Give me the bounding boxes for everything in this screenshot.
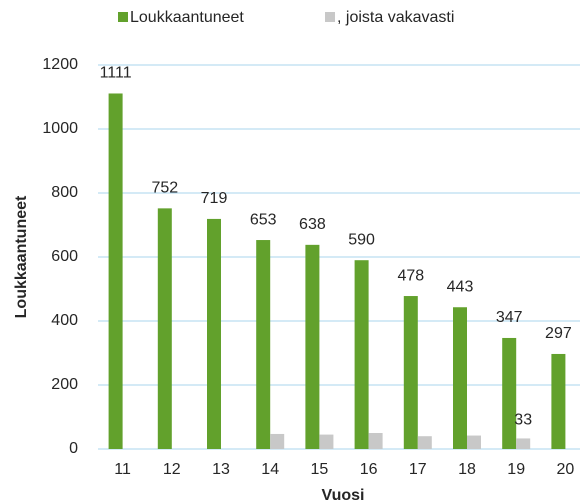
data-label: 443 bbox=[447, 278, 474, 295]
data-label: 752 bbox=[151, 180, 178, 197]
x-tick-label: 11 bbox=[114, 461, 131, 478]
bar bbox=[467, 435, 481, 449]
bar bbox=[368, 433, 383, 449]
bar bbox=[157, 208, 172, 449]
data-label: 638 bbox=[299, 216, 326, 233]
bar bbox=[207, 218, 221, 449]
bar bbox=[270, 433, 285, 449]
data-label: 297 bbox=[545, 325, 572, 342]
x-tick-label: 17 bbox=[409, 461, 427, 478]
data-label: 478 bbox=[397, 267, 424, 284]
bar bbox=[319, 434, 334, 449]
bar bbox=[354, 260, 369, 449]
x-tick-label: 15 bbox=[311, 461, 329, 478]
bar bbox=[516, 438, 531, 449]
x-tick-label: 18 bbox=[458, 461, 476, 478]
data-label: 653 bbox=[250, 211, 277, 228]
x-tick-label: 20 bbox=[557, 461, 575, 478]
data-label: 33 bbox=[514, 412, 532, 429]
y-tick-label: 200 bbox=[51, 376, 78, 393]
x-axis-label: Vuosi bbox=[322, 487, 365, 504]
y-axis-label: Loukkaantuneet bbox=[13, 195, 30, 318]
data-label: 1111 bbox=[100, 65, 132, 82]
legend-swatch bbox=[325, 12, 335, 22]
bar bbox=[108, 93, 123, 449]
y-tick-label: 1200 bbox=[42, 56, 78, 73]
data-label: 719 bbox=[201, 190, 228, 207]
x-tick-label: 16 bbox=[360, 461, 378, 478]
bar bbox=[453, 307, 467, 449]
bar bbox=[403, 296, 418, 449]
data-label: 347 bbox=[496, 309, 523, 326]
x-tick-label: 13 bbox=[212, 461, 230, 478]
bar bbox=[305, 244, 320, 449]
bar bbox=[551, 353, 566, 449]
data-label: 590 bbox=[348, 231, 375, 248]
x-tick-label: 12 bbox=[163, 461, 181, 478]
legend-swatch bbox=[118, 12, 128, 22]
y-tick-label: 400 bbox=[51, 312, 78, 329]
y-tick-label: 0 bbox=[69, 440, 78, 457]
legend-label: , joista vakavasti bbox=[337, 9, 454, 26]
bar bbox=[502, 337, 517, 449]
y-tick-label: 800 bbox=[51, 184, 78, 201]
y-tick-label: 1000 bbox=[42, 120, 78, 137]
x-tick-label: 19 bbox=[507, 461, 525, 478]
bar bbox=[417, 436, 432, 449]
x-tick-label: 14 bbox=[261, 461, 279, 478]
legend-label: Loukkaantuneet bbox=[130, 9, 244, 26]
bar bbox=[256, 240, 271, 449]
y-tick-label: 600 bbox=[51, 248, 78, 265]
